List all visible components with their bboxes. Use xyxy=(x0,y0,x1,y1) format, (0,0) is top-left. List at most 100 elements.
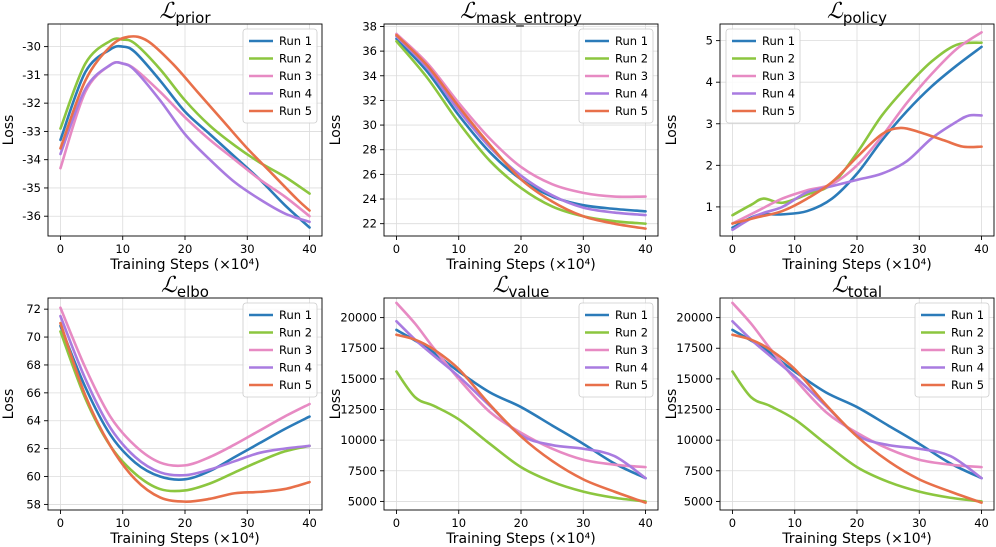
y-axis-label: Loss xyxy=(328,389,344,420)
legend-label-run-1: Run 1 xyxy=(762,34,795,48)
y-tick-label: 3 xyxy=(706,117,713,131)
x-axis-label: Training Steps (×10⁴) xyxy=(781,531,931,547)
x-axis-label: Training Steps (×10⁴) xyxy=(445,257,595,273)
legend-label-run-5: Run 5 xyxy=(615,378,648,392)
legend-label-run-5: Run 5 xyxy=(279,104,312,118)
chart-title-subscript: mask_entropy xyxy=(476,9,582,28)
legend-label-run-5: Run 5 xyxy=(762,104,795,118)
series-line-run-2 xyxy=(395,370,647,503)
legend-label-run-3: Run 3 xyxy=(615,343,648,357)
chart-panel-mask-entropy: 0 10 20 30 40 22 24 26 28 30 32 34 36 38 ℒmask_entropy… xyxy=(328,0,659,273)
x-tick-label: 30 xyxy=(912,242,927,256)
series-line-run-2 xyxy=(731,370,983,503)
chart-panel-prior: 0 10 20 30 40 -36 -35 -34 -33 -32 -31 -30 ℒprior Trai… xyxy=(1,0,323,273)
x-tick-label: 20 xyxy=(514,242,529,256)
y-tick-label: -36 xyxy=(22,209,41,223)
x-tick-label: 40 xyxy=(974,516,989,530)
x-axis-label: Training Steps (×10⁴) xyxy=(445,531,595,547)
legend-box xyxy=(242,302,318,398)
y-tick-label: 20000 xyxy=(676,311,713,325)
y-tick-label: 5000 xyxy=(684,494,713,508)
series-line-run-3 xyxy=(59,306,311,468)
y-tick-label: -30 xyxy=(22,40,41,54)
legend: Run 1 Run 2 Run 3 Run 4 Run 5 xyxy=(725,28,801,124)
series-line-run-5 xyxy=(731,126,983,225)
chart-title: ℒvalue xyxy=(493,273,550,301)
legend-label-run-2: Run 2 xyxy=(615,326,648,340)
chart-panel-value: 0 10 20 30 40 5000 7500 10000 12500 15000 17500 200… xyxy=(328,273,659,547)
legend-label-run-3: Run 3 xyxy=(279,343,312,357)
x-tick-label: 0 xyxy=(393,516,400,530)
y-axis-label: Loss xyxy=(1,389,17,420)
x-tick-label: 20 xyxy=(178,242,193,256)
series-line-run-5 xyxy=(59,35,311,212)
y-tick-label: 62 xyxy=(26,442,41,456)
y-tick-label: 22 xyxy=(362,217,377,231)
y-tick-label: 2 xyxy=(706,158,713,172)
legend-box xyxy=(578,302,654,398)
legend-label-run-1: Run 1 xyxy=(279,308,312,322)
y-tick-label: -35 xyxy=(22,181,41,195)
chart-title-symbol: ℒ xyxy=(493,273,510,298)
x-tick-label: 40 xyxy=(302,242,317,256)
chart-title: ℒtotal xyxy=(832,273,882,301)
chart-title: ℒprior xyxy=(159,0,211,27)
legend-label-run-5: Run 5 xyxy=(615,104,648,118)
x-tick-label: 0 xyxy=(57,242,64,256)
x-tick-label: 20 xyxy=(514,516,529,530)
legend-label-run-4: Run 4 xyxy=(762,87,795,101)
legend-label-run-4: Run 4 xyxy=(279,87,312,101)
legend-label-run-4: Run 4 xyxy=(279,361,312,375)
legend-label-run-3: Run 3 xyxy=(762,69,795,83)
legend: Run 1 Run 2 Run 3 Run 4 Run 5 xyxy=(914,302,990,398)
y-tick-label: 1 xyxy=(706,200,713,214)
x-tick-label: 10 xyxy=(451,242,466,256)
legend-label-run-2: Run 2 xyxy=(951,326,984,340)
y-tick-label: 60 xyxy=(26,470,41,484)
x-tick-label: 0 xyxy=(729,516,736,530)
x-tick-label: 10 xyxy=(451,516,466,530)
y-tick-label: 10000 xyxy=(676,433,713,447)
series-line-run-4 xyxy=(59,61,311,224)
legend-label-run-2: Run 2 xyxy=(279,326,312,340)
series-line-run-4 xyxy=(731,113,983,232)
x-tick-label: 10 xyxy=(115,242,130,256)
x-tick-label: 40 xyxy=(638,242,653,256)
x-tick-label: 40 xyxy=(974,242,989,256)
legend-box xyxy=(914,302,990,398)
legend: Run 1 Run 2 Run 3 Run 4 Run 5 xyxy=(242,302,318,398)
y-tick-label: 24 xyxy=(362,192,377,206)
chart-title-subscript: prior xyxy=(175,9,211,27)
chart-title-symbol: ℒ xyxy=(460,0,477,24)
series-line-run-5 xyxy=(731,333,983,504)
x-tick-label: 10 xyxy=(787,516,802,530)
x-tick-label: 40 xyxy=(638,516,653,530)
legend-box xyxy=(242,28,318,124)
y-tick-label: -33 xyxy=(22,124,41,138)
y-tick-label: 68 xyxy=(26,358,41,372)
chart-title: ℒpolicy xyxy=(827,0,887,27)
y-tick-label: 15000 xyxy=(340,372,377,386)
x-tick-label: 0 xyxy=(729,242,736,256)
chart-title-symbol: ℒ xyxy=(827,0,844,24)
x-axis-label: Training Steps (×10⁴) xyxy=(109,257,259,273)
series-line-run-4 xyxy=(395,35,647,217)
chart-title: ℒmask_entropy xyxy=(460,0,582,28)
legend: Run 1 Run 2 Run 3 Run 4 Run 5 xyxy=(242,28,318,124)
legend-label-run-2: Run 2 xyxy=(762,52,795,66)
y-tick-label: 12500 xyxy=(340,403,377,417)
y-tick-label: 4 xyxy=(706,75,713,89)
series-line-run-5 xyxy=(395,33,647,230)
chart-panel-elbo: 0 10 20 30 40 58 60 62 64 66 68 70 72 ℒelbo Training S… xyxy=(1,273,323,547)
series-line-run-3 xyxy=(395,32,647,199)
x-tick-label: 20 xyxy=(850,242,865,256)
y-axis-label: Loss xyxy=(328,115,344,146)
y-axis-label: Loss xyxy=(1,115,17,146)
y-tick-label: 7500 xyxy=(684,464,713,478)
series-line-run-1 xyxy=(731,328,983,480)
y-tick-label: 64 xyxy=(26,414,41,428)
x-tick-label: 10 xyxy=(115,516,130,530)
x-tick-label: 20 xyxy=(850,516,865,530)
legend-label-run-3: Run 3 xyxy=(615,69,648,83)
